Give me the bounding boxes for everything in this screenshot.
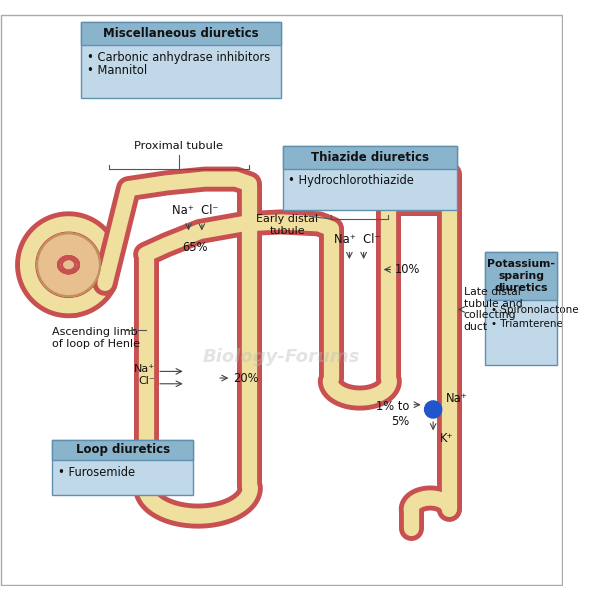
Text: Loop diuretics: Loop diuretics	[76, 443, 170, 457]
Polygon shape	[380, 173, 397, 183]
Text: • Carbonic anhydrase inhibitors: • Carbonic anhydrase inhibitors	[87, 50, 270, 64]
FancyBboxPatch shape	[485, 253, 557, 299]
Text: Early distal
tubule: Early distal tubule	[256, 214, 319, 236]
Text: Thiazide diuretics: Thiazide diuretics	[311, 151, 429, 164]
Text: 1% to
5%: 1% to 5%	[376, 400, 410, 428]
Text: 10%: 10%	[395, 263, 420, 276]
Text: Na⁺  Cl⁻: Na⁺ Cl⁻	[334, 233, 380, 246]
Text: K⁺: K⁺	[440, 431, 453, 445]
Text: Proximal tubule: Proximal tubule	[135, 140, 223, 151]
Text: Biology-Forums: Biology-Forums	[202, 348, 359, 366]
Text: Na⁺: Na⁺	[446, 392, 467, 404]
Text: • Furosemide: • Furosemide	[58, 466, 135, 479]
FancyBboxPatch shape	[53, 440, 193, 495]
Text: • Mannitol: • Mannitol	[87, 64, 147, 77]
FancyBboxPatch shape	[81, 22, 281, 45]
Text: Cl⁻: Cl⁻	[138, 376, 155, 386]
Text: • Spironolactone: • Spironolactone	[491, 305, 579, 315]
FancyBboxPatch shape	[81, 22, 281, 98]
Text: Late distal
tubule and
collecting
duct: Late distal tubule and collecting duct	[463, 287, 522, 332]
Circle shape	[424, 401, 441, 418]
Text: Na⁺  Cl⁻: Na⁺ Cl⁻	[172, 204, 219, 217]
Text: • Triamterene: • Triamterene	[491, 319, 563, 329]
Text: Ascending limb
of loop of Henle: Ascending limb of loop of Henle	[53, 327, 140, 349]
FancyBboxPatch shape	[485, 253, 557, 365]
Text: Miscellaneous diuretics: Miscellaneous diuretics	[103, 27, 259, 40]
Text: 20%: 20%	[233, 371, 259, 385]
Text: • Hydrochlorothiazide: • Hydrochlorothiazide	[288, 175, 414, 187]
Text: Potassium-
sparing
diuretics: Potassium- sparing diuretics	[487, 259, 555, 293]
Polygon shape	[441, 170, 458, 179]
FancyBboxPatch shape	[53, 440, 193, 460]
Text: Na⁺: Na⁺	[134, 364, 155, 374]
Text: 65%: 65%	[183, 241, 208, 254]
Circle shape	[37, 233, 100, 296]
FancyBboxPatch shape	[282, 146, 457, 169]
FancyBboxPatch shape	[282, 146, 457, 209]
Circle shape	[37, 233, 100, 296]
